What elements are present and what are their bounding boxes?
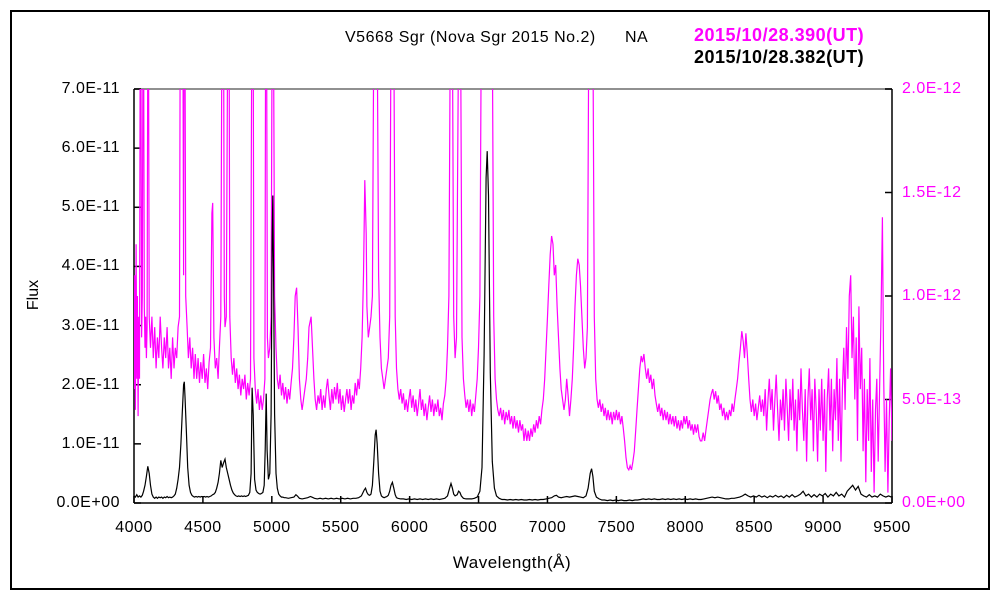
x-tick-label: 4000 xyxy=(115,519,153,536)
y-right-tick-label: 5.0E-13 xyxy=(902,390,962,408)
x-tick-label: 5500 xyxy=(321,519,360,536)
axes xyxy=(133,88,893,504)
y-left-tick-label: 4.0E-11 xyxy=(61,257,120,275)
spectrum-line-1 xyxy=(134,151,892,502)
y-right-tick-label: 1.5E-12 xyxy=(902,183,962,201)
x-tick-label: 7000 xyxy=(528,519,567,536)
legend-entry-magenta: 2015/10/28.390(UT) xyxy=(694,25,865,45)
x-tick-label: 8000 xyxy=(666,519,705,536)
x-tick-label: 9500 xyxy=(873,519,911,536)
x-tick-label: 5000 xyxy=(253,519,291,536)
y-right-tick-label: 2.0E-12 xyxy=(902,80,962,97)
spectrum-line-0 xyxy=(134,89,892,493)
y-left-tick-label: 6.0E-11 xyxy=(61,139,120,157)
y-left-tick-label: 0.0E+00 xyxy=(56,494,120,511)
x-tick-label: 9000 xyxy=(804,519,842,536)
x-tick-label: 4500 xyxy=(184,519,222,536)
y-left-tick-label: 7.0E-11 xyxy=(61,80,120,97)
chart-title: V5668 Sgr (Nova Sgr 2015 No.2) xyxy=(345,29,596,46)
x-tick-label: 6500 xyxy=(459,519,498,536)
x-tick-label: 7500 xyxy=(597,519,636,536)
y-right-tick-label: 0.0E+00 xyxy=(902,494,966,511)
y-left-tick-label: 2.0E-11 xyxy=(61,375,120,393)
y-right-tick-label: 1.0E-12 xyxy=(902,287,962,304)
spectra-series xyxy=(134,89,892,502)
x-tick-label: 6000 xyxy=(390,519,429,536)
y-left-tick-label: 3.0E-11 xyxy=(61,316,120,334)
x-tick-label: 8500 xyxy=(735,519,773,536)
legend-entry-black: 2015/10/28.382(UT) xyxy=(694,47,865,67)
outer-border xyxy=(10,10,990,590)
y-left-tick-label: 5.0E-11 xyxy=(61,198,120,216)
chart-note: NA xyxy=(625,29,649,46)
x-axis-label: Wavelength(Å) xyxy=(452,553,572,572)
y-left-tick-label: 1.0E-11 xyxy=(61,434,120,452)
